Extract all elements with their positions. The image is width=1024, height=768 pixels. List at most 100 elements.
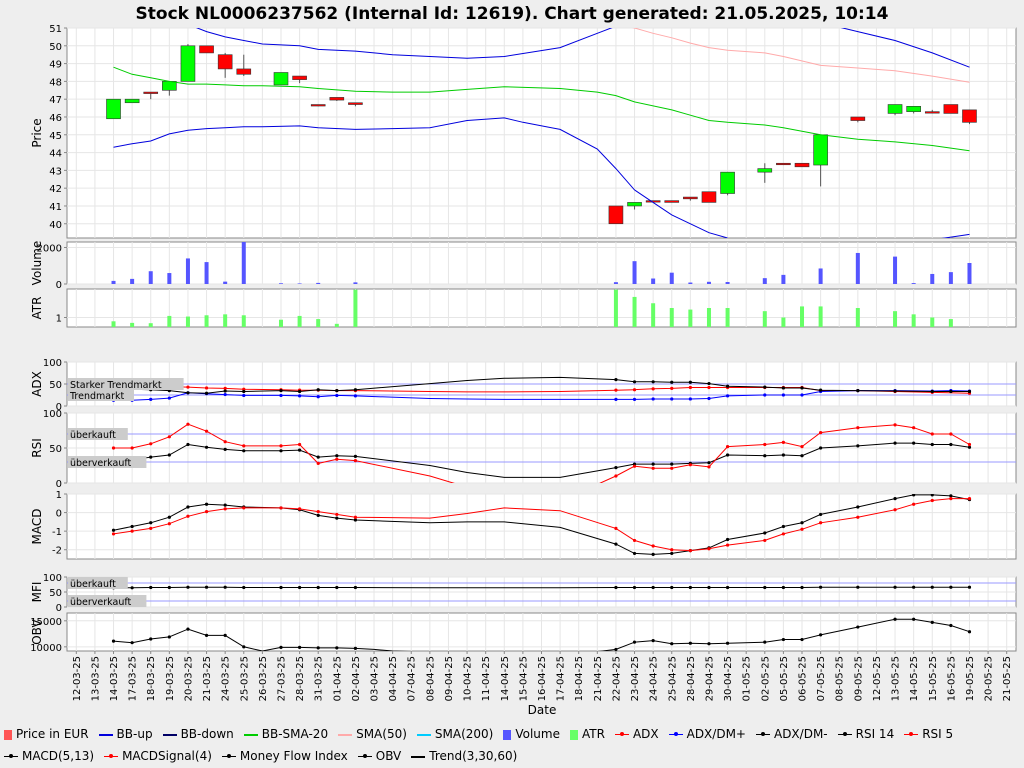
- series-point: [279, 393, 283, 398]
- series-point: [912, 441, 916, 445]
- volume-bar: [651, 278, 656, 284]
- x-tick-label: 25-03-25: [239, 656, 250, 701]
- series-point: [967, 497, 972, 501]
- atr-bar: [185, 316, 190, 327]
- series-point: [614, 647, 618, 651]
- x-tick-label: 24-03-25: [221, 656, 232, 701]
- series-point: [800, 393, 804, 397]
- y-tick-label: 1: [56, 490, 62, 501]
- series-point: [781, 453, 786, 457]
- series-point: [819, 388, 823, 392]
- x-tick-label: 08-04-25: [425, 656, 436, 701]
- atr-bar: [204, 315, 209, 327]
- series-point: [279, 389, 283, 393]
- candle-body: [292, 75, 307, 80]
- y-tick-label: 51: [49, 24, 62, 35]
- series-point: [688, 463, 692, 467]
- series-point: [725, 453, 730, 457]
- series-point: [688, 397, 692, 401]
- series-point: [912, 494, 916, 497]
- series-point: [670, 386, 674, 390]
- atr-bar: [111, 321, 116, 327]
- series-point: [670, 551, 674, 556]
- candle-body: [757, 168, 773, 173]
- candle-body: [943, 104, 959, 114]
- atr-bar: [818, 306, 823, 327]
- series-point: [614, 397, 618, 401]
- series-point: [967, 442, 972, 447]
- series-point: [614, 585, 618, 590]
- legend-item: RSI 5: [904, 723, 953, 745]
- series-point: [204, 502, 209, 506]
- atr-bar: [278, 319, 283, 327]
- series-point: [725, 543, 730, 547]
- legend-item: BB-SMA-20: [243, 723, 328, 745]
- atr-bar: [706, 308, 711, 327]
- y-tick-label: -2: [52, 546, 62, 557]
- y-tick-label: 50: [49, 42, 62, 53]
- legend-item: ATR: [569, 723, 605, 745]
- chart-legend: Price in EUR BB-up BB-down BB-SMA-20 SMA(50)…: [0, 723, 1024, 767]
- x-tick-label: 12-03-25: [72, 656, 83, 701]
- series-point: [967, 445, 972, 449]
- x-tick-label: 20-03-25: [183, 656, 194, 701]
- candle-body: [217, 54, 233, 70]
- series-point: [353, 388, 358, 392]
- series-point: [949, 497, 953, 501]
- candle-body: [887, 104, 903, 114]
- series-point: [763, 585, 767, 590]
- series-point: [130, 446, 134, 450]
- series-point: [204, 510, 209, 514]
- series-point: [967, 389, 972, 394]
- volume-bar: [185, 258, 190, 284]
- volume-bar: [297, 283, 302, 284]
- series-point: [204, 391, 209, 395]
- series-line: [113, 498, 970, 552]
- series-point: [763, 454, 767, 458]
- legend-swatch: [411, 755, 426, 758]
- series-point: [688, 585, 692, 590]
- panel-rsi: 0 50 100 RSI überkauft überverkauft: [30, 409, 1017, 490]
- series-point: [949, 442, 953, 447]
- panel-atr: 1 ATR: [30, 288, 1017, 328]
- y-tick-label: 0: [56, 509, 62, 520]
- series-point: [167, 515, 171, 519]
- series-point: [763, 538, 767, 543]
- y-axis-label: OBV: [30, 618, 44, 644]
- series-point: [800, 585, 804, 590]
- series-point: [725, 585, 730, 590]
- series-point: [781, 440, 786, 444]
- series-point: [670, 397, 674, 401]
- series-point: [335, 512, 339, 517]
- atr-bar: [781, 317, 786, 327]
- series-line: [113, 376, 970, 394]
- series-point: [149, 526, 153, 530]
- series-point: [297, 394, 302, 398]
- legend-label: MACDSignal(4): [122, 749, 212, 763]
- legend-marker-icon: [109, 754, 114, 758]
- series-point: [688, 549, 692, 553]
- legend-swatch: [243, 733, 258, 736]
- series-point: [670, 548, 674, 552]
- legend-swatch: [338, 733, 353, 736]
- x-tick-label: 21-04-25: [593, 656, 604, 701]
- legend-item: Trend(3,30,60): [411, 745, 517, 767]
- series-point: [893, 497, 897, 501]
- y-tick-label: 100: [43, 409, 62, 420]
- series-point: [167, 435, 171, 439]
- atr-bar: [613, 289, 618, 327]
- legend-label: ADX/DM+: [686, 727, 746, 741]
- x-tick-label: 07-05-25: [816, 656, 827, 701]
- series-point: [819, 446, 823, 450]
- atr-bar: [688, 309, 693, 327]
- x-tick-label: 27-03-25: [276, 656, 287, 701]
- series-point: [632, 388, 637, 392]
- volume-bar: [948, 272, 953, 284]
- series-point: [614, 542, 618, 546]
- series-point: [856, 585, 860, 589]
- legend-swatch: [4, 754, 18, 758]
- series-point: [707, 547, 711, 551]
- series-point: [279, 449, 283, 453]
- legend-label: SMA(200): [434, 727, 494, 741]
